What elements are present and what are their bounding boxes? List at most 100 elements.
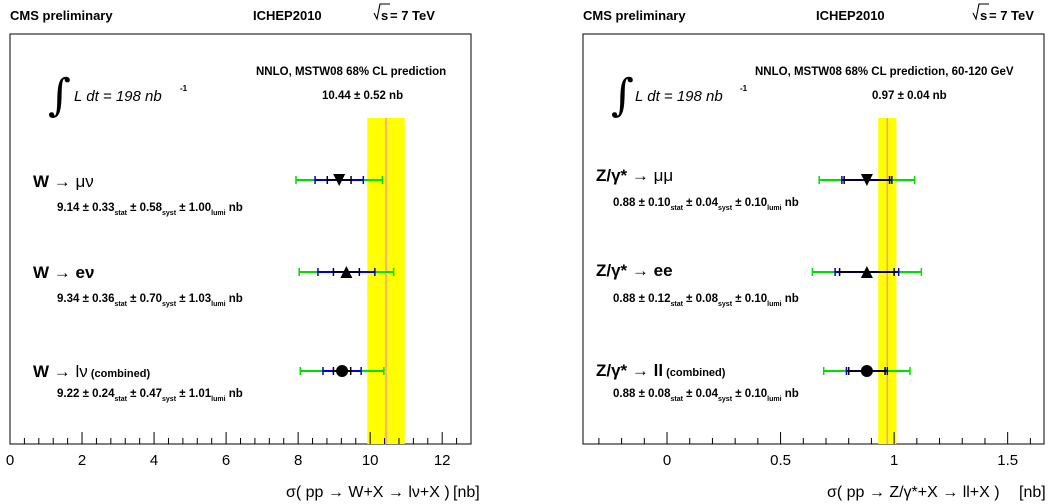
marker-triangle-down — [333, 174, 346, 186]
result-lumi-value: ± 1.00 — [176, 202, 211, 214]
measurement-2 — [299, 365, 385, 377]
x-tick-label: 8 — [294, 452, 302, 469]
z-panel: CMS preliminary ICHEP2010 s = 7 TeV ∫ L … — [582, 3, 1046, 501]
energy-s: s — [980, 8, 987, 23]
row-label-channel: lν — [76, 362, 88, 381]
row-label-prefix: W → — [33, 263, 76, 282]
row-label-1: Z/γ* → ee 0.88 ± 0.12stat ± 0.08syst ± 0… — [596, 261, 799, 308]
result-syst-value: ± 0.70 — [127, 293, 162, 305]
result-unit: nb — [782, 293, 799, 305]
theory-band — [367, 118, 405, 444]
row-label-suffix: (combined) — [88, 368, 151, 380]
prediction-label: NNLO, MSTW08 68% CL prediction — [256, 66, 446, 78]
result-value: 9.14 ± 0.33 — [57, 202, 114, 214]
result-value: 0.88 ± 0.12 — [613, 293, 670, 305]
svg-text:W → lν (combined): W → lν (combined) — [33, 362, 150, 381]
x-axis-unit: [nb] — [1019, 484, 1046, 501]
energy-value: = 7 TeV — [390, 8, 435, 23]
measurement-0 — [818, 174, 916, 186]
row-result: 9.22 ± 0.24stat ± 0.47syst ± 1.01lumi nb — [57, 388, 243, 403]
result-value: 9.22 ± 0.24 — [57, 388, 115, 400]
marker-circle — [336, 365, 349, 377]
x-tick-label: 12 — [434, 452, 451, 469]
result-lumi-sub: lumi — [211, 396, 225, 403]
row-label-2: Z/γ* → ll (combined) 0.88 ± 0.08stat ± 0… — [596, 361, 799, 403]
result-lumi-value: ± 0.10 — [732, 388, 767, 400]
result-syst-value: ± 0.08 — [683, 293, 719, 305]
w-panel: CMS preliminary ICHEP2010 s = 7 TeV ∫ L … — [6, 3, 480, 501]
x-tick-label: 10 — [362, 452, 379, 469]
x-tick-label: 2 — [78, 452, 86, 469]
x-axis-label: σ( pp → W+X → lν+X ) — [286, 484, 450, 501]
row-label-prefix: W → — [33, 172, 76, 191]
result-lumi-value: ± 1.03 — [176, 293, 211, 305]
integral-icon: ∫ — [611, 70, 634, 121]
x-axis-label: σ( pp → Z/γ*+X → ll+X ) — [827, 484, 1000, 501]
result-syst-sub: syst — [162, 210, 177, 217]
result-value: 9.34 ± 0.36 — [57, 293, 114, 305]
measurements — [295, 174, 395, 377]
lumi-prefix: L dt = 198 nb — [74, 88, 162, 105]
prediction-value: 10.44 ± 0.52 nb — [322, 90, 403, 102]
result-lumi-sub: lumi — [767, 396, 781, 403]
x-tick-label: 0.5 — [770, 452, 791, 469]
row-result: 9.34 ± 0.36stat ± 0.70syst ± 1.03lumi nb — [57, 293, 243, 308]
lumi-label: ∫ L dt = 198 nb -1 — [611, 70, 748, 121]
result-stat-sub: stat — [114, 396, 127, 403]
row-label-prefix: Z/γ* → — [596, 261, 654, 280]
cms-label: CMS preliminary — [583, 8, 686, 23]
x-tick-label: 0 — [663, 452, 671, 469]
lumi-sup: -1 — [740, 84, 748, 93]
plot-frame — [582, 33, 1045, 445]
row-label-suffix: (combined) — [663, 367, 726, 379]
marker-triangle-up — [860, 266, 873, 278]
row-label-channel: μμ — [654, 166, 674, 185]
result-stat-sub: stat — [670, 301, 683, 308]
result-stat-sub: stat — [670, 205, 683, 212]
result-lumi-sub: lumi — [211, 301, 225, 308]
result-unit: nb — [226, 293, 243, 305]
result-syst-value: ± 0.04 — [683, 388, 719, 400]
marker-triangle-up — [340, 266, 353, 278]
result-lumi-sub: lumi — [767, 205, 781, 212]
x-axis-unit: [nb] — [453, 484, 480, 501]
measurements — [811, 174, 923, 377]
row-label-prefix: W → — [33, 362, 76, 381]
svg-text:Z/γ* → μμ: Z/γ* → μμ — [596, 166, 673, 185]
x-axis-title: σ( pp → W+X → lν+X ) [nb] — [286, 484, 480, 501]
row-label-2: W → lν (combined) 9.22 ± 0.24stat ± 0.47… — [33, 362, 243, 403]
marker-triangle-down — [860, 174, 873, 186]
x-tick-label: 4 — [150, 452, 158, 469]
sqrt-icon — [373, 3, 390, 21]
lumi-label: ∫ L dt = 198 nb -1 — [48, 70, 188, 121]
result-unit: nb — [226, 202, 243, 214]
row-label-channel: ee — [654, 261, 673, 280]
result-stat-sub: stat — [670, 396, 683, 403]
result-value: 0.88 ± 0.10 — [613, 197, 670, 209]
result-unit: nb — [782, 388, 799, 400]
result-lumi-value: ± 0.10 — [732, 293, 767, 305]
row-result: 0.88 ± 0.08stat ± 0.04syst ± 0.10lumi nb — [613, 388, 799, 403]
row-label-1: W → eν 9.34 ± 0.36stat ± 0.70syst ± 1.03… — [33, 263, 243, 308]
result-lumi-sub: lumi — [767, 301, 781, 308]
lumi-sup: -1 — [180, 84, 188, 93]
row-label-0: W → μν 9.14 ± 0.33stat ± 0.58syst ± 1.00… — [33, 172, 243, 217]
energy-label: s = 7 TeV — [373, 3, 435, 23]
x-axis: 0 0.5 1 1.5 — [598, 432, 1031, 469]
result-syst-sub: syst — [718, 205, 733, 212]
result-lumi-value: ± 0.10 — [732, 197, 767, 209]
result-syst-value: ± 0.04 — [683, 197, 719, 209]
measurement-2 — [822, 365, 911, 377]
energy-label: s = 7 TeV — [972, 3, 1034, 23]
result-syst-value: ± 0.47 — [127, 388, 162, 400]
x-axis-title: σ( pp → Z/γ*+X → ll+X ) [nb] — [827, 484, 1046, 501]
svg-text:W → eν: W → eν — [33, 263, 94, 282]
x-tick-label: 1 — [890, 452, 898, 469]
sqrt-icon — [972, 3, 989, 21]
measurement-1 — [811, 266, 923, 278]
result-syst-sub: syst — [162, 301, 177, 308]
result-lumi-sub: lumi — [211, 210, 225, 217]
integral-icon: ∫ — [48, 70, 71, 121]
lumi-prefix: L dt = 198 nb — [635, 88, 723, 105]
